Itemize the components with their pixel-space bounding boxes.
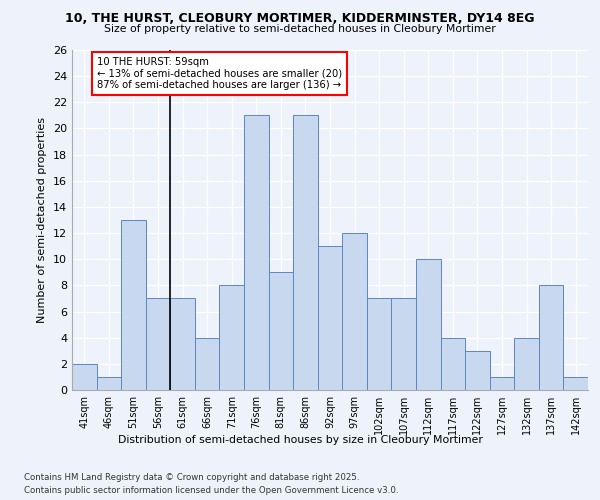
Text: Distribution of semi-detached houses by size in Cleobury Mortimer: Distribution of semi-detached houses by … <box>118 435 482 445</box>
Bar <box>244 116 269 390</box>
Text: 10, THE HURST, CLEOBURY MORTIMER, KIDDERMINSTER, DY14 8EG: 10, THE HURST, CLEOBURY MORTIMER, KIDDER… <box>65 12 535 26</box>
Text: Contains HM Land Registry data © Crown copyright and database right 2025.: Contains HM Land Registry data © Crown c… <box>24 472 359 482</box>
Bar <box>97 377 121 390</box>
Bar <box>220 286 244 390</box>
Bar <box>539 286 563 390</box>
Bar <box>269 272 293 390</box>
Bar <box>121 220 146 390</box>
Bar <box>342 233 367 390</box>
Bar <box>416 259 440 390</box>
Bar <box>367 298 391 390</box>
Bar <box>391 298 416 390</box>
Y-axis label: Number of semi-detached properties: Number of semi-detached properties <box>37 117 47 323</box>
Text: Contains public sector information licensed under the Open Government Licence v3: Contains public sector information licen… <box>24 486 398 495</box>
Bar <box>465 351 490 390</box>
Bar <box>293 116 318 390</box>
Bar <box>170 298 195 390</box>
Text: Size of property relative to semi-detached houses in Cleobury Mortimer: Size of property relative to semi-detach… <box>104 24 496 34</box>
Bar <box>72 364 97 390</box>
Bar <box>490 377 514 390</box>
Bar <box>514 338 539 390</box>
Bar <box>440 338 465 390</box>
Text: 10 THE HURST: 59sqm
← 13% of semi-detached houses are smaller (20)
87% of semi-d: 10 THE HURST: 59sqm ← 13% of semi-detach… <box>97 56 341 90</box>
Bar <box>146 298 170 390</box>
Bar <box>318 246 342 390</box>
Bar <box>195 338 220 390</box>
Bar <box>563 377 588 390</box>
